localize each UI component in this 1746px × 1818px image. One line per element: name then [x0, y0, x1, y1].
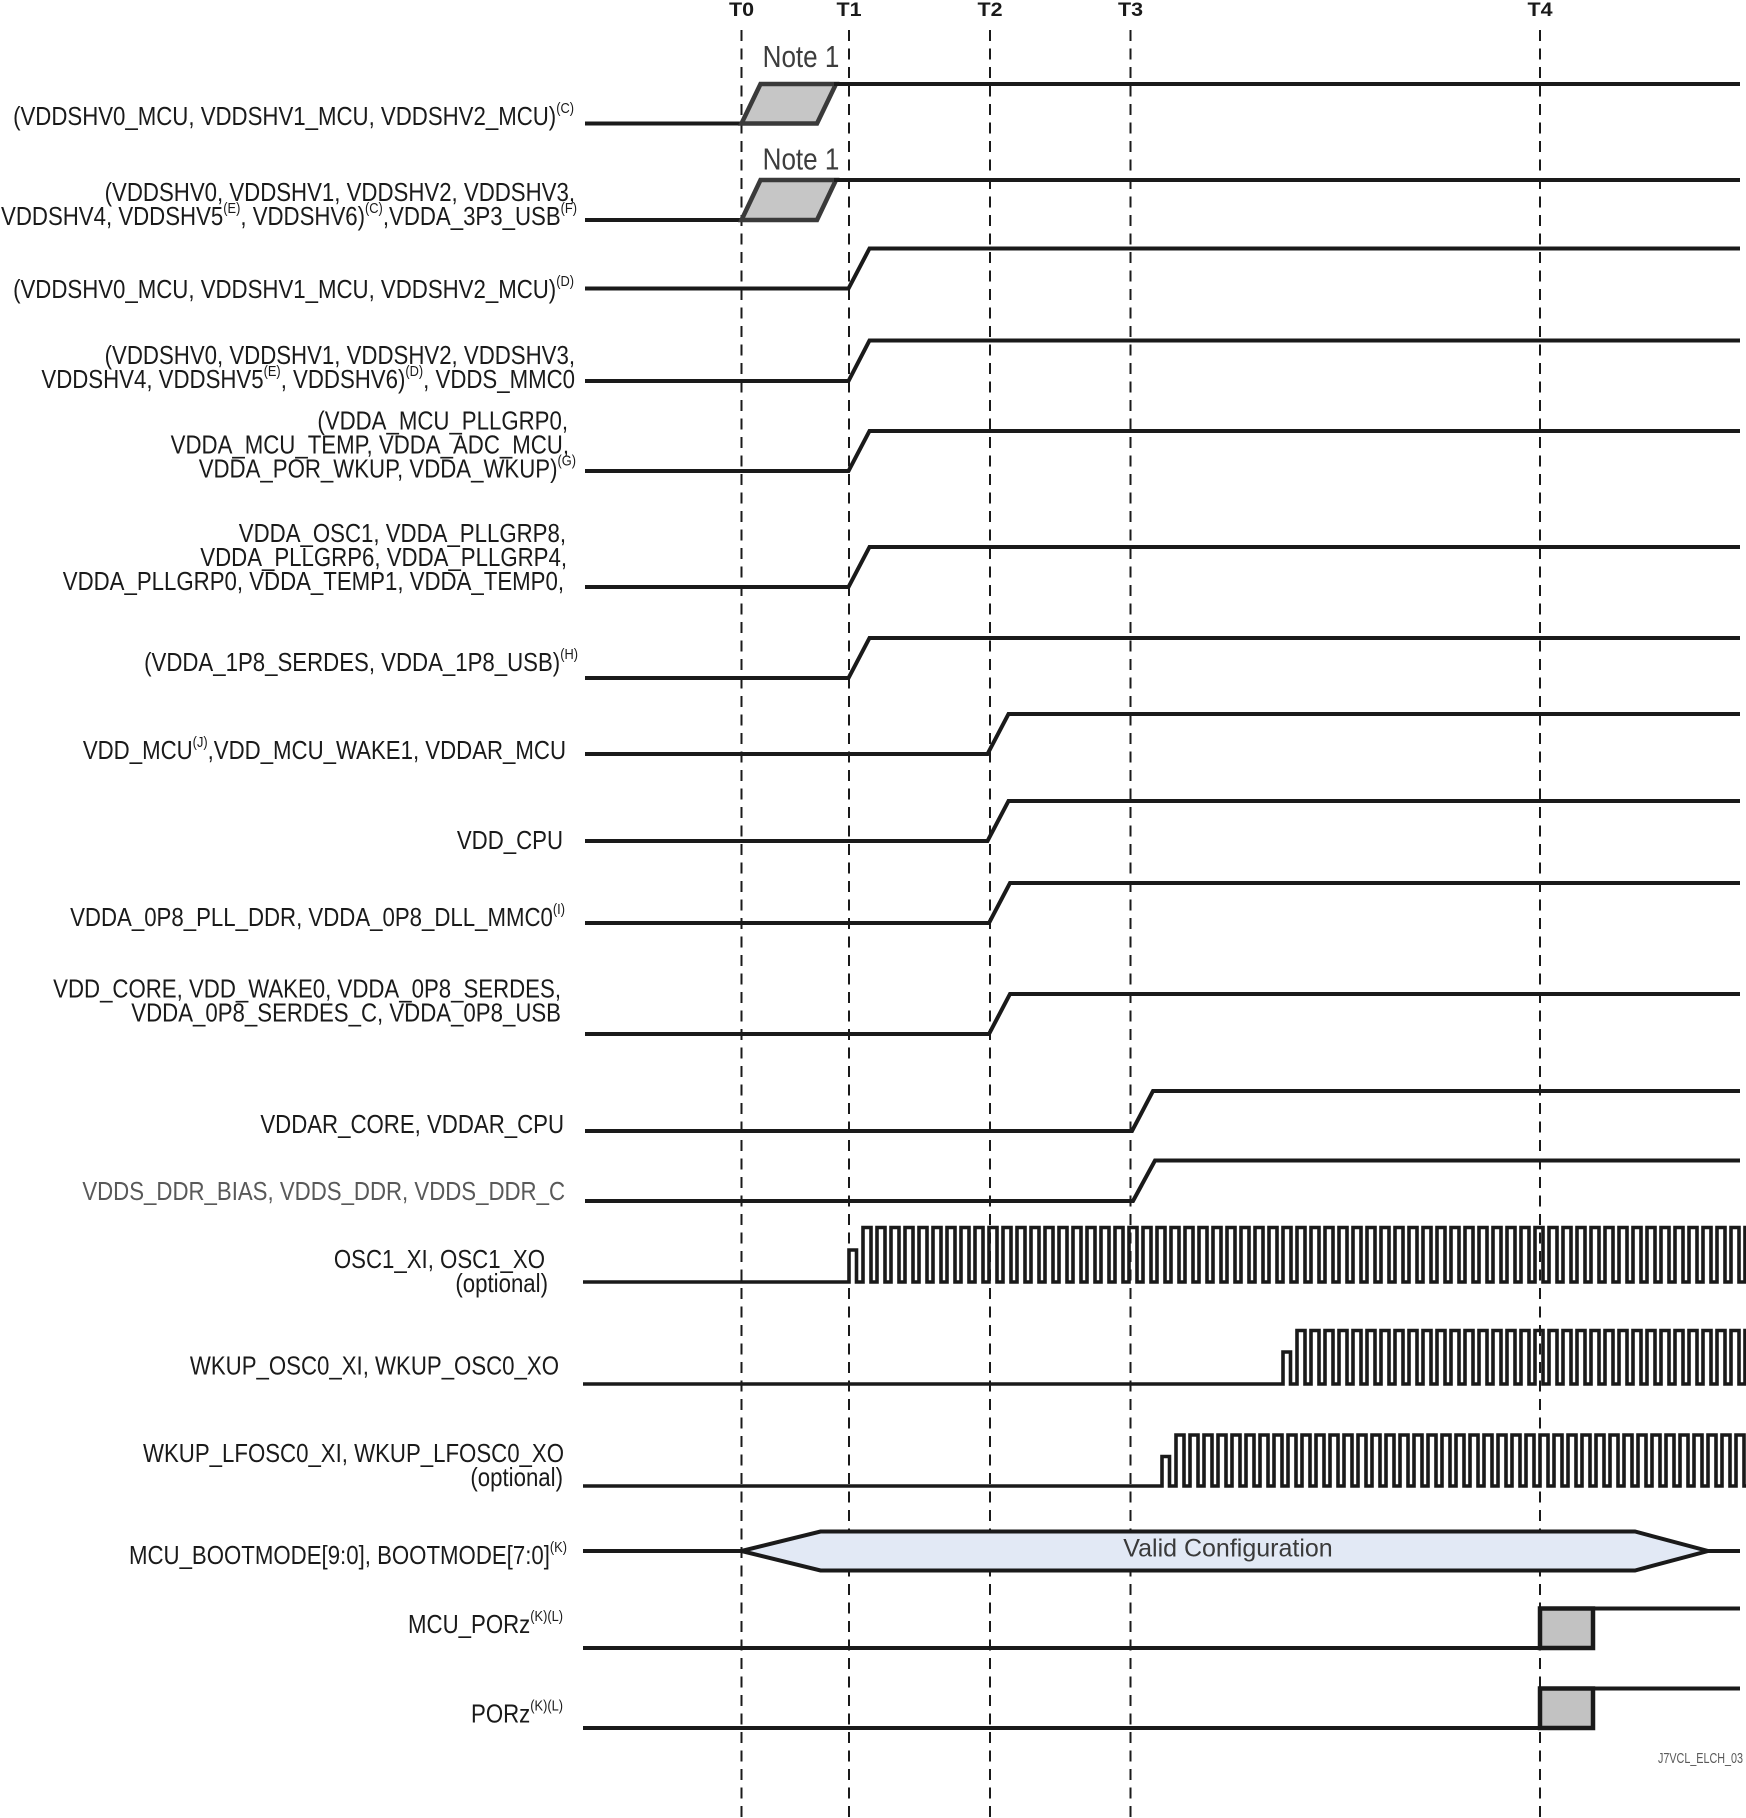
- svg-text:(VDDA_1P8_SERDES, VDDA_1P8_USB: (VDDA_1P8_SERDES, VDDA_1P8_USB)(H)​: [144, 645, 578, 677]
- svg-text:T1: T1: [836, 0, 861, 21]
- svg-text:VDD_CPU: VDD_CPU: [457, 826, 563, 855]
- svg-text:T0: T0: [729, 0, 754, 21]
- svg-text:(optional): (optional): [470, 1463, 563, 1492]
- svg-text:WKUP_LFOSC0_XI, WKUP_LFOSC0_XO: WKUP_LFOSC0_XI, WKUP_LFOSC0_XO: [143, 1439, 564, 1468]
- svg-text:VDD_MCU(J)​,VDD_MCU_WAKE1, VDD: VDD_MCU(J)​,VDD_MCU_WAKE1, VDDAR_MCU: [83, 733, 566, 765]
- svg-text:Note 1: Note 1: [763, 142, 840, 177]
- svg-text:VDDS_DDR_BIAS, VDDS_DDR, VDDS_: VDDS_DDR_BIAS, VDDS_DDR, VDDS_DDR_C: [82, 1177, 565, 1206]
- svg-text:OSC1_XI, OSC1_XO: OSC1_XI, OSC1_XO: [334, 1245, 545, 1274]
- svg-text:VDDSHV4, VDDSHV5(E)​, VDDSHV6): VDDSHV4, VDDSHV5(E)​, VDDSHV6)(D)​, VDDS…: [41, 362, 575, 394]
- svg-text:VDDA_MCU_TEMP, VDDA_ADC_MCU,: VDDA_MCU_TEMP, VDDA_ADC_MCU,: [171, 431, 569, 460]
- svg-text:(optional): (optional): [455, 1269, 548, 1298]
- svg-text:T2: T2: [977, 0, 1002, 21]
- svg-text:VDDA_POR_WKUP, VDDA_WKUP)(G)​: VDDA_POR_WKUP, VDDA_WKUP)(G)​: [199, 452, 576, 484]
- svg-text:(VDDA_MCU_PLLGRP0,: (VDDA_MCU_PLLGRP0,: [317, 407, 568, 436]
- svg-text:VDDAR_CORE, VDDAR_CPU: VDDAR_CORE, VDDAR_CPU: [260, 1110, 564, 1139]
- svg-text:T4: T4: [1527, 0, 1553, 21]
- svg-text:VDDA_OSC1, VDDA_PLLGRP8,: VDDA_OSC1, VDDA_PLLGRP8,: [239, 519, 566, 548]
- svg-text:(VDDSHV0_MCU, VDDSHV1_MCU, VDD: (VDDSHV0_MCU, VDDSHV1_MCU, VDDSHV2_MCU)(…: [13, 99, 574, 131]
- svg-text:(VDDSHV0, VDDSHV1, VDDSHV2, VD: (VDDSHV0, VDDSHV1, VDDSHV2, VDDSHV3,: [105, 341, 575, 370]
- svg-text:VDDSHV4, VDDSHV5(E)​, VDDSHV6): VDDSHV4, VDDSHV5(E)​, VDDSHV6)(C)​,VDDA_…: [1, 199, 577, 231]
- svg-text:T3: T3: [1118, 0, 1143, 21]
- svg-text:VDDA_PLLGRP0, VDDA_TEMP1, VDDA: VDDA_PLLGRP0, VDDA_TEMP1, VDDA_TEMP0,: [63, 567, 564, 596]
- svg-text:J7VCL_ELCH_03: J7VCL_ELCH_03: [1658, 1751, 1743, 1767]
- svg-text:MCU_PORz(K)(L)​: MCU_PORz(K)(L)​: [408, 1607, 563, 1639]
- svg-text:VDD_CORE, VDD_WAKE0, VDDA_0P8_: VDD_CORE, VDD_WAKE0, VDDA_0P8_SERDES,: [53, 975, 561, 1004]
- svg-text:WKUP_OSC0_XI, WKUP_OSC0_XO: WKUP_OSC0_XI, WKUP_OSC0_XO: [190, 1352, 559, 1381]
- svg-text:PORz(K)(L)​: PORz(K)(L)​: [471, 1696, 563, 1728]
- svg-text:VDDA_0P8_SERDES_C, VDDA_0P8_U: VDDA_0P8_SERDES_C, VDDA_0P8_USB: [131, 999, 561, 1028]
- svg-text:VDDA_PLLGRP6, VDDA_PLLGRP4,: VDDA_PLLGRP6, VDDA_PLLGRP4,: [200, 543, 567, 572]
- svg-text:VDDA_0P8_PLL_DDR, VDDA_0P8_DLL: VDDA_0P8_PLL_DDR, VDDA_0P8_DLL_MMC0(I)​: [70, 900, 565, 932]
- svg-text:Valid Configuration: Valid Configuration: [1123, 1535, 1332, 1563]
- svg-text:(VDDSHV0, VDDSHV1, VDDSHV2, VD: (VDDSHV0, VDDSHV1, VDDSHV2, VDDSHV3,: [105, 179, 575, 208]
- svg-text:Note 1: Note 1: [763, 40, 840, 75]
- svg-text:(VDDSHV0_MCU, VDDSHV1_MCU, VDD: (VDDSHV0_MCU, VDDSHV1_MCU, VDDSHV2_MCU)(…: [13, 272, 574, 304]
- svg-text:MCU_BOOTMODE[9:0], BOOTMODE[7:: MCU_BOOTMODE[9:0], BOOTMODE[7:0](K)​: [129, 1538, 567, 1570]
